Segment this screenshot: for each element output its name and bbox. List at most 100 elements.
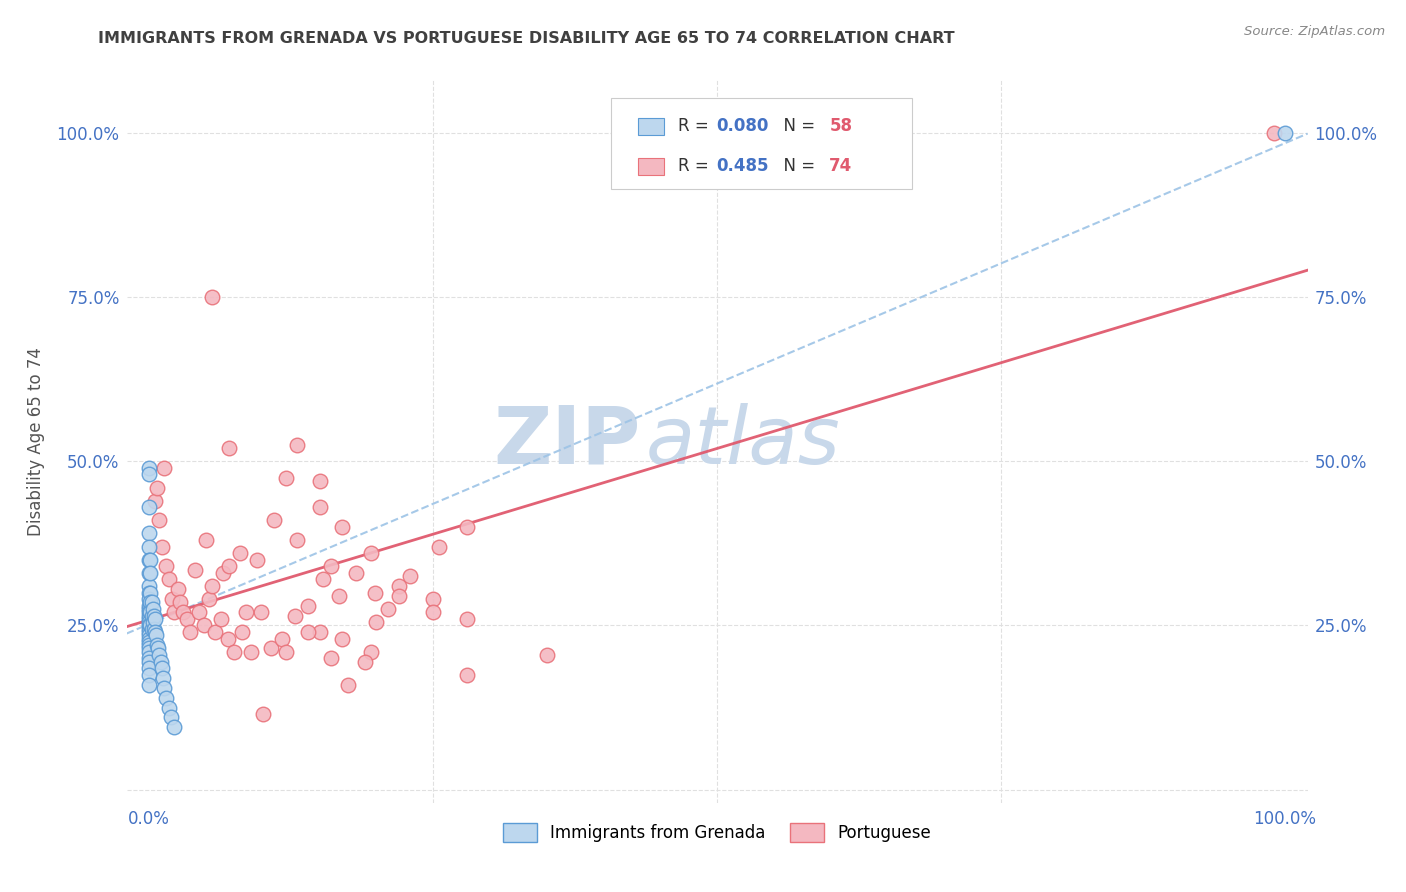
Point: [201, 579, 224, 593]
Point: [176, 612, 198, 626]
Point: [163, 720, 186, 734]
Point: [138, 500, 160, 515]
Point: [139, 595, 162, 609]
Point: [141, 622, 163, 636]
FancyBboxPatch shape: [610, 98, 912, 189]
Point: [246, 553, 269, 567]
Point: [274, 471, 297, 485]
Point: [1263, 126, 1285, 140]
Point: [138, 628, 160, 642]
Point: [218, 559, 240, 574]
Point: [152, 671, 174, 685]
Point: [285, 438, 308, 452]
Point: [364, 585, 387, 599]
Point: [138, 655, 160, 669]
FancyBboxPatch shape: [638, 118, 664, 136]
Point: [235, 605, 257, 619]
Point: [388, 579, 411, 593]
Point: [209, 612, 232, 626]
Point: [138, 585, 160, 599]
Point: [204, 625, 226, 640]
Point: [138, 592, 160, 607]
Text: 58: 58: [830, 118, 852, 136]
Point: [536, 648, 558, 662]
Point: [143, 625, 166, 640]
Point: [169, 595, 191, 609]
Text: atlas: atlas: [647, 402, 841, 481]
Point: [240, 645, 263, 659]
Text: 0.080: 0.080: [716, 118, 768, 136]
Point: [138, 602, 160, 616]
Point: [427, 540, 450, 554]
Point: [229, 546, 252, 560]
Point: [284, 608, 307, 623]
Point: [231, 625, 253, 640]
Point: [212, 566, 235, 580]
Point: [201, 290, 224, 304]
Point: [139, 553, 162, 567]
Point: [153, 681, 176, 695]
Point: [150, 540, 173, 554]
Point: [422, 605, 444, 619]
Point: [146, 481, 169, 495]
Point: [138, 599, 160, 613]
Point: [143, 612, 166, 626]
Point: [142, 608, 165, 623]
Point: [297, 625, 319, 640]
Point: [155, 690, 177, 705]
Point: [146, 638, 169, 652]
Text: IMMIGRANTS FROM GRENADA VS PORTUGUESE DISABILITY AGE 65 TO 74 CORRELATION CHART: IMMIGRANTS FROM GRENADA VS PORTUGUESE DI…: [98, 31, 955, 46]
Point: [285, 533, 308, 547]
Point: [344, 566, 367, 580]
Point: [422, 592, 444, 607]
Point: [308, 474, 330, 488]
Point: [166, 582, 188, 597]
Point: [337, 677, 360, 691]
Point: [252, 707, 274, 722]
Point: [138, 467, 160, 482]
Point: [142, 615, 165, 630]
Text: Source: ZipAtlas.com: Source: ZipAtlas.com: [1244, 25, 1385, 38]
Point: [217, 632, 239, 646]
Point: [138, 566, 160, 580]
Point: [153, 460, 176, 475]
Point: [172, 605, 194, 619]
Point: [138, 622, 160, 636]
Point: [218, 441, 240, 455]
Point: [163, 605, 186, 619]
Point: [456, 612, 478, 626]
Point: [138, 677, 160, 691]
Point: [308, 500, 330, 515]
Text: 74: 74: [830, 157, 852, 176]
Point: [138, 579, 160, 593]
Point: [138, 618, 160, 632]
Point: [155, 559, 177, 574]
Point: [138, 632, 160, 646]
Point: [138, 605, 160, 619]
Point: [138, 460, 160, 475]
Point: [138, 638, 160, 652]
Point: [328, 589, 350, 603]
Point: [183, 563, 205, 577]
Point: [138, 540, 160, 554]
Point: [188, 605, 211, 619]
Point: [366, 615, 388, 630]
Text: R =: R =: [678, 157, 714, 176]
Point: [456, 520, 478, 534]
Point: [149, 655, 172, 669]
Point: [388, 589, 411, 603]
Point: [319, 651, 342, 665]
Point: [198, 592, 221, 607]
Point: [138, 553, 160, 567]
Point: [260, 641, 283, 656]
Point: [138, 661, 160, 675]
Point: [142, 622, 165, 636]
Point: [274, 645, 297, 659]
Point: [145, 628, 167, 642]
Point: [148, 513, 170, 527]
Point: [312, 573, 335, 587]
Point: [456, 667, 478, 681]
Point: [160, 592, 183, 607]
Point: [139, 605, 162, 619]
Point: [319, 559, 342, 574]
